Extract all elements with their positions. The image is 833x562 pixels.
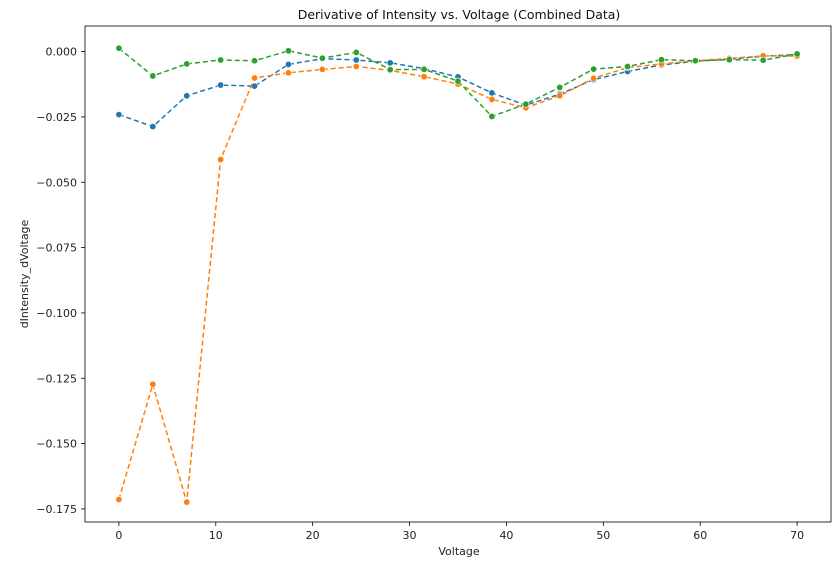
data-point [454,77,462,85]
data-point [420,65,428,73]
y-tick-label: −0.125 [36,372,77,385]
x-tick-label: 60 [693,529,707,542]
x-tick-label: 20 [306,529,320,542]
data-point [691,57,699,65]
data-point [115,111,123,119]
x-tick-label: 10 [209,529,223,542]
data-point [149,72,157,80]
y-axis-label: dIntensity_dVoltage [18,219,31,328]
data-point [386,59,394,67]
y-tick-label: 0.000 [46,46,78,59]
x-axis: 0 10 20 30 40 50 60 70 [115,522,804,542]
series-3 [115,44,801,120]
data-point [115,496,123,504]
data-point [217,81,225,89]
y-tick-label: −0.175 [36,503,77,516]
data-point [793,50,801,58]
data-point [284,69,292,77]
data-point [318,65,326,73]
data-point [725,56,733,64]
data-point [183,92,191,100]
y-tick-label: −0.025 [36,111,77,124]
series-line [118,55,798,503]
data-point [386,66,394,74]
data-point [590,65,598,73]
y-tick-label: −0.150 [36,438,77,451]
data-point [352,48,360,56]
data-point [352,56,360,64]
data-point [217,56,225,64]
x-tick-label: 40 [499,529,513,542]
data-point [115,44,123,52]
data-point [251,74,259,82]
data-point [624,63,632,71]
x-axis-label: Voltage [438,545,479,558]
data-point [488,112,496,120]
data-point [657,56,665,64]
chart-title: Derivative of Intensity vs. Voltage (Com… [298,7,621,22]
data-point [352,63,360,71]
y-tick-label: −0.075 [36,242,77,255]
series-layer [115,44,801,506]
data-point [284,60,292,68]
data-point [488,95,496,103]
series-line [118,53,798,128]
x-tick-label: 30 [403,529,417,542]
y-tick-label: −0.100 [36,307,77,320]
x-tick-label: 0 [115,529,122,542]
data-point [522,100,530,108]
data-point [183,498,191,506]
data-point [251,57,259,65]
data-point [420,73,428,81]
data-point [284,47,292,55]
data-point [759,56,767,64]
data-point [318,54,326,62]
data-point [556,92,564,100]
data-point [149,380,157,388]
plot-frame [84,25,832,523]
y-tick-label: −0.050 [36,176,77,189]
data-point [488,89,496,97]
data-point [556,83,564,91]
data-point [217,156,225,164]
data-point [149,123,157,131]
series-2 [115,52,801,506]
x-tick-label: 70 [790,529,804,542]
data-point [183,60,191,68]
y-axis: 0.000 −0.025 −0.050 −0.075 −0.100 −0.125 −0.15… [36,46,85,516]
x-tick-label: 50 [596,529,610,542]
data-point [590,74,598,82]
